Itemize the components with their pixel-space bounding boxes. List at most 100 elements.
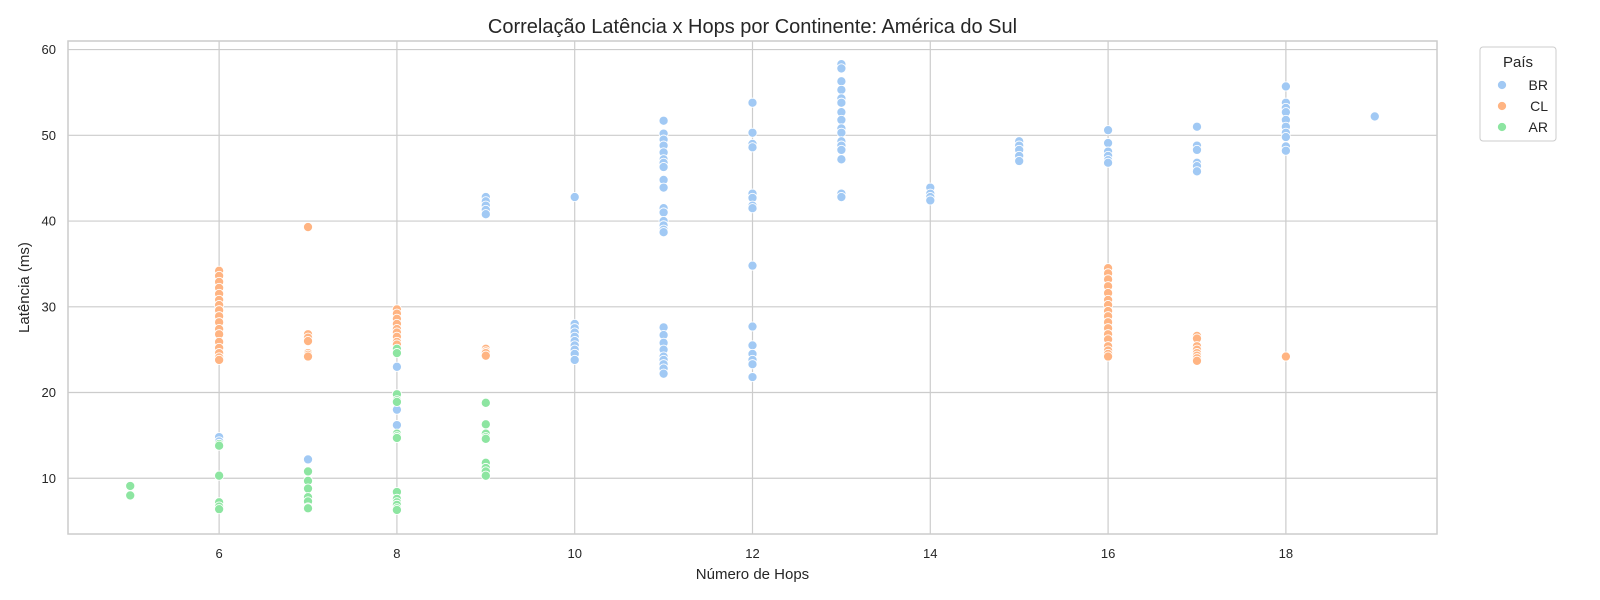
y-tick-label: 10 [42,471,56,486]
legend: País BR CL AR [1479,46,1557,142]
data-point [1191,355,1203,366]
plot-area-frame [67,40,1438,535]
data-point [125,480,136,492]
data-point [302,454,314,465]
data-point [391,361,402,372]
data-point [391,348,402,359]
data-point [302,503,314,514]
series-ar [125,343,491,516]
data-point [747,359,758,370]
data-point [658,227,669,238]
legend-label: CL [1530,98,1548,114]
data-point [391,396,402,408]
chart-title: Correlação Latência x Hops por Continent… [488,16,1017,38]
data-point [569,354,580,365]
legend-item-ar: AR [1496,119,1548,135]
data-point [836,127,847,138]
data-point [747,142,758,153]
data-point [747,260,758,271]
data-point [658,368,669,379]
data-point [658,182,669,193]
data-point [1103,137,1114,149]
data-point [747,127,758,138]
data-point [125,490,136,501]
data-point [1280,131,1291,143]
data-point [836,76,847,87]
legend-label: AR [1529,119,1548,135]
y-axis-label: Latência (ms) [16,242,33,333]
x-tick-label: 12 [745,546,759,561]
legend-label: BR [1529,77,1548,93]
tick-labels: 6 8 10 12 14 16 18 10 20 30 40 50 60 [42,42,1294,561]
x-tick-label: 8 [393,546,400,561]
data-point [302,483,314,494]
data-point [836,97,847,108]
data-point [302,336,314,347]
data-point [836,144,847,155]
x-axis-label: Número de Hops [696,566,809,583]
data-point [1103,351,1114,362]
legend-item-cl: CL [1496,98,1548,114]
data-point [747,97,758,108]
legend-title: País [1503,54,1533,71]
data-point [1280,145,1291,156]
data-point [480,350,491,361]
x-tick-label: 18 [1279,546,1293,561]
data-point [658,161,669,173]
data-point [214,470,225,481]
data-point [302,466,314,477]
data-point [569,191,580,203]
data-point [391,432,402,444]
data-point [480,209,491,220]
data-point [747,321,758,332]
data-point [925,195,936,206]
data-point [658,115,669,126]
data-point [1103,157,1114,168]
data-point [747,372,758,383]
data-point [658,207,669,218]
data-point [1103,125,1114,136]
legend-marker [1496,79,1508,91]
data-point [480,397,491,408]
y-tick-label: 30 [42,299,56,314]
data-point [1191,121,1203,132]
data-point [214,440,225,451]
data-point [836,84,847,95]
legend-box [1479,46,1557,142]
series-cl [214,222,1291,366]
data-point [1191,166,1203,177]
data-point [391,504,402,516]
legend-marker [1496,100,1508,112]
y-tick-label: 50 [42,128,56,143]
data-point [1369,111,1380,122]
legend-items: BR CL AR [1496,77,1548,135]
legend-item-br: BR [1496,77,1548,93]
data-point [836,63,847,74]
x-tick-label: 16 [1101,546,1115,561]
data-point [302,351,314,362]
x-tick-label: 14 [923,546,937,561]
data-point [836,154,847,165]
data-point [836,191,847,203]
x-tick-label: 10 [567,546,581,561]
series-br [214,59,1380,465]
x-tick-label: 6 [216,546,223,561]
data-point [1280,351,1291,362]
data-points [125,59,1380,516]
data-point [1014,155,1025,167]
data-point [836,114,847,125]
data-point [214,504,225,515]
data-point [747,203,758,214]
data-point [302,222,314,233]
data-point [391,420,402,431]
data-point [480,433,491,444]
y-tick-label: 60 [42,42,56,57]
data-point [480,419,491,430]
data-point [214,354,225,365]
legend-marker [1496,121,1508,133]
data-point [747,340,758,351]
data-point [1280,81,1291,92]
y-tick-label: 40 [42,214,56,229]
